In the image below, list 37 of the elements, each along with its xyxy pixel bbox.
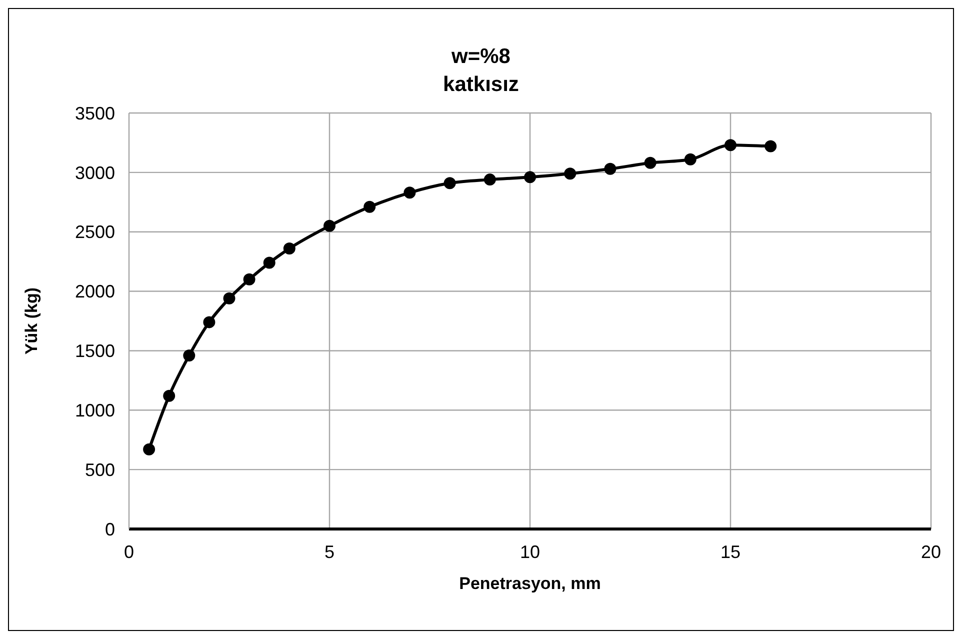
y-tick-label: 2500 [74,222,115,242]
point [203,316,216,328]
point [524,171,536,184]
point [764,140,777,152]
point [444,177,456,190]
point [163,390,176,402]
x-tick-label: 5 [324,542,335,562]
y-tick-label: 1000 [74,400,115,421]
point [604,162,616,175]
point [404,186,416,199]
point [644,156,656,169]
point [724,139,736,152]
point [183,349,196,362]
point [684,153,696,166]
point [263,256,276,269]
chart-title: w=%8 [450,44,512,70]
y-axis-title: Yük (kg) [22,287,42,355]
point [484,174,496,186]
y-tick-label: 500 [84,460,115,480]
chart-subtitle: katkısız [442,72,520,98]
y-tick-label: 2000 [74,282,115,302]
point [564,168,576,180]
point [324,220,336,232]
x-tick-label: 0 [124,542,134,562]
y-tick-label: 3500 [74,103,115,124]
y-tick-label: 0 [104,519,115,540]
point [223,292,236,304]
x-tick-label: 15 [720,542,741,562]
x-tick-label: 20 [920,542,942,562]
y-tick-label: 3000 [74,162,115,183]
point [243,273,256,286]
point [283,242,296,254]
y-tick-label: 1500 [74,341,115,362]
point [364,200,376,213]
point [143,443,156,456]
x-axis-title: Penetrasyon, mm [459,574,601,593]
x-tick-label: 10 [520,542,540,562]
